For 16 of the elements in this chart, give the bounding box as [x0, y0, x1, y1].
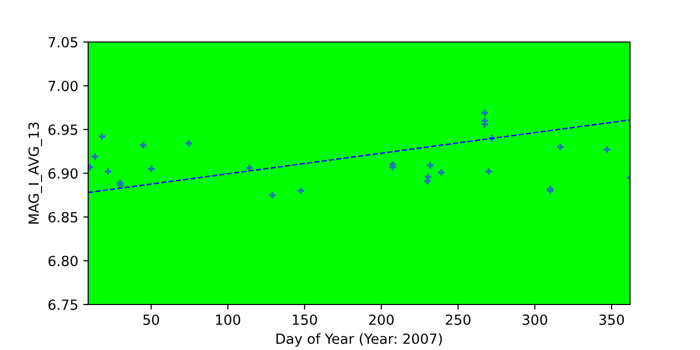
x-axis-title: Day of Year (Year: 2007) [276, 333, 442, 347]
x-tick-label: 250 [446, 314, 470, 325]
y-tick-label: 6.85 [48, 212, 78, 222]
y-tick-label: 7.05 [48, 36, 78, 48]
x-tick-label: 200 [369, 314, 394, 325]
x-tick-label: 350 [599, 314, 624, 325]
y-tick-label: 6.80 [48, 256, 78, 266]
x-tick-label: 150 [292, 314, 317, 325]
y-tick-label: 6.95 [48, 124, 78, 135]
y-axis-title: MAG_I_AVG_13 [28, 122, 42, 224]
x-tick-label: 50 [143, 314, 160, 325]
x-tick-label: 100 [216, 314, 240, 325]
y-tick-label: 6.75 [48, 299, 78, 310]
x-tick-label: 300 [522, 314, 548, 325]
y-tick-label: 6.90 [48, 168, 78, 179]
y-tick-label: 7.00 [48, 80, 78, 92]
